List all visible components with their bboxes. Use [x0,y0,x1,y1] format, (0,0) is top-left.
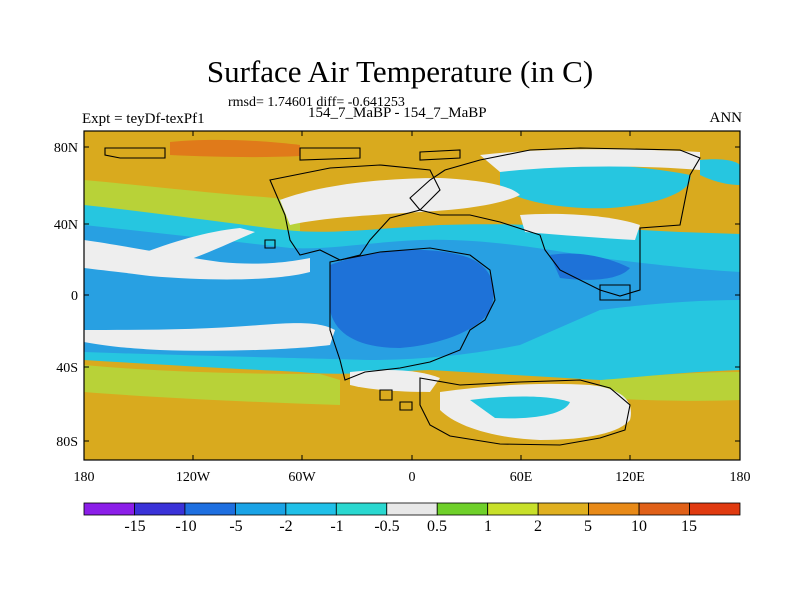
field-white-arctic [480,149,700,172]
colorbar-swatch [386,502,438,516]
period-label: 154_7_MaBP - 154_7_MaBP [308,105,487,121]
lat-label-80s: 80S [56,435,78,450]
coastline-arctic-east [419,149,461,161]
field-deep-blue-core [330,249,494,348]
lon-label-60e: 60E [510,470,533,485]
colorbar-label: 1 [484,518,492,535]
colorbar-swatch [487,502,539,516]
colorbar-label: 0.5 [427,518,447,535]
lat-label-80n: 80N [54,141,78,156]
field-cyan-north [500,163,691,209]
colorbar-labels: -15 -10 -5 -2 -1 -0.5 0.5 1 2 5 10 15 [124,518,697,535]
colorbar-swatch [83,502,135,516]
field-green-south [84,365,340,405]
coastline-island-3 [264,239,276,249]
lon-label-120w: 120W [176,470,211,485]
season-label: ANN [709,110,743,126]
colorbar-label: -10 [175,518,196,535]
field-deep-blue-east [550,253,630,280]
colorbar-swatch [689,502,741,516]
colorbar-swatch [184,502,236,516]
colorbar-label: 15 [681,518,697,535]
field-white-streak [120,228,255,272]
colorbar [83,502,741,516]
coastline-north-america [269,164,441,261]
colorbar-swatch [335,502,388,516]
colorbar-label: -5 [229,518,242,535]
colorbar-label: 10 [631,518,647,535]
temperature-field [84,131,740,460]
field-cyan-northeast [700,159,740,185]
lon-label-180w: 180 [74,470,95,485]
lon-label-120e: 120E [615,470,645,485]
coastline-greenland [299,147,361,161]
coastline-island-4 [599,284,631,301]
field-white-south-patch [350,370,440,392]
coastline-island-1 [379,389,393,401]
field-green-southeast [600,372,740,401]
colorbar-label: 2 [534,518,542,535]
colorbar-swatch [285,502,337,516]
lon-label-60w: 60W [288,470,316,485]
colorbar-swatch [537,502,590,516]
colorbar-label: 5 [584,518,592,535]
coastlines [104,147,701,446]
axis-ticks [83,131,741,460]
coastline-eurasia [409,147,701,297]
experiment-label: Expt = teyDf-texPf1 [82,111,205,127]
field-warm-patch [170,139,300,158]
lat-label-40n: 40N [54,218,78,233]
field-white-tropic-south [84,323,335,351]
stats-line: rmsd= 1.74601 diff= -0.641253 [228,95,405,110]
lon-label-180e: 180 [730,470,751,485]
field-white-tropic-north [84,240,310,280]
colorbar-label: -2 [279,518,292,535]
colorbar-swatch [234,502,287,516]
map-title: Surface Air Temperature (in C) [206,54,594,89]
field-white-north-america [280,178,520,225]
lat-label-eq: 0 [71,289,78,304]
coastline-africa-south-america [329,247,496,381]
lon-label-0: 0 [409,470,416,485]
coastline-island-2 [399,401,413,411]
lat-label-40s: 40S [56,361,78,376]
field-cyan-antarctic [470,396,570,419]
colorbar-label: -0.5 [374,518,399,535]
colorbar-swatch [134,502,186,516]
colorbar-label: -15 [124,518,145,535]
colorbar-label: -1 [330,518,343,535]
colorbar-swatch [588,502,640,516]
coastline-arctic-island [104,147,166,159]
field-white-asia [520,213,640,240]
coastline-antarctica [419,377,631,446]
colorbar-swatch [436,502,489,516]
colorbar-swatch [638,502,690,516]
